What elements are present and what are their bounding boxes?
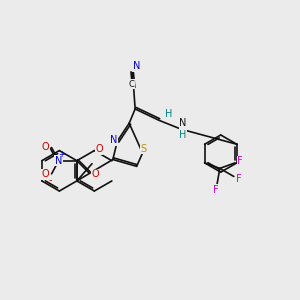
Text: +: + xyxy=(58,150,65,159)
Text: O: O xyxy=(42,142,50,152)
Text: N: N xyxy=(110,135,117,145)
Text: H: H xyxy=(165,109,172,119)
Text: C: C xyxy=(128,80,134,88)
Text: -: - xyxy=(49,176,52,185)
Text: O: O xyxy=(95,144,103,154)
Text: F: F xyxy=(236,174,241,184)
Text: H: H xyxy=(179,130,186,140)
Text: O: O xyxy=(42,169,50,179)
Text: S: S xyxy=(140,143,146,154)
Text: F: F xyxy=(237,156,243,166)
Text: N: N xyxy=(133,61,140,71)
Text: N: N xyxy=(55,156,62,166)
Text: O: O xyxy=(91,169,99,179)
Text: F: F xyxy=(213,184,219,195)
Text: N: N xyxy=(179,118,186,128)
